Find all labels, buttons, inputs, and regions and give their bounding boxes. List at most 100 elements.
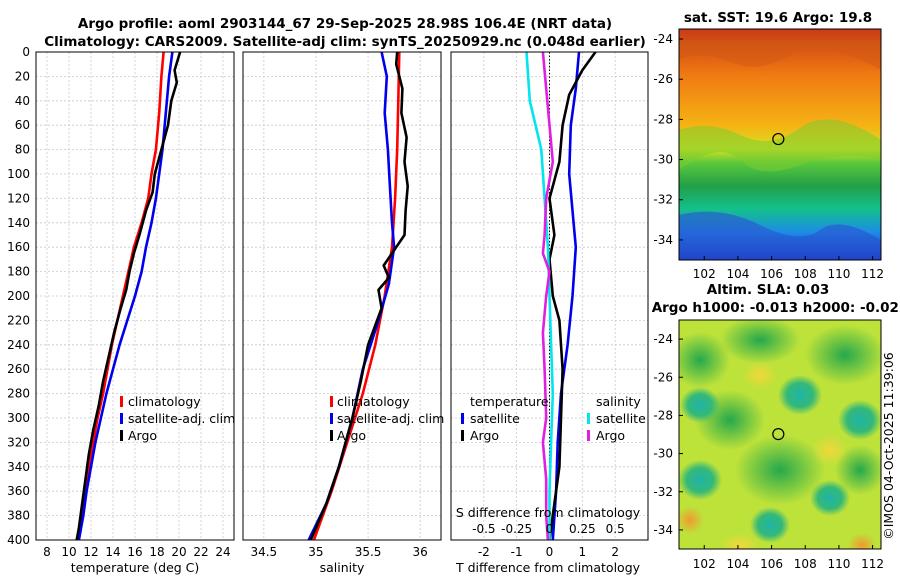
y-tick-label: 60 bbox=[15, 118, 30, 132]
salinity-panel: 34.5 35 35.5 36 salinity climatology satell… bbox=[242, 51, 444, 575]
y-tick-label: 120 bbox=[7, 191, 30, 205]
map-y-tick-label: -24 bbox=[653, 332, 673, 346]
sst-map: sat. SST: 19.6 Argo: 19.8 102 104 106 108 11… bbox=[653, 10, 884, 281]
sla-map-subtitle: Argo h1000: -0.013 h2000: -0.021 bbox=[652, 300, 900, 316]
x-tick-label: 8 bbox=[43, 545, 51, 559]
y-tick-label: 280 bbox=[7, 387, 30, 401]
legend-swatch-temp-satellite bbox=[461, 413, 464, 424]
x-tick-label: 16 bbox=[127, 545, 142, 559]
x-tick-label: 24 bbox=[215, 545, 230, 559]
legend-swatch-argo bbox=[120, 430, 123, 441]
legend-title-salinity: salinity bbox=[596, 394, 641, 409]
x-tick-label: 20 bbox=[171, 545, 186, 559]
map-x-tick-label: 108 bbox=[794, 557, 817, 571]
y-tick-label: 0 bbox=[22, 45, 30, 59]
difference-legend: temperature satellite Argo salinity sate… bbox=[461, 394, 646, 443]
legend-swatch-climatology bbox=[120, 396, 123, 407]
x-tick-label: 34.5 bbox=[250, 545, 277, 559]
y-tick-label: 240 bbox=[7, 338, 30, 352]
y-tick-label: 20 bbox=[15, 69, 30, 83]
map-x-tick-label: 104 bbox=[726, 557, 749, 571]
map-y-tick-label: -34 bbox=[653, 523, 673, 537]
legend-swatch-climatology bbox=[330, 396, 333, 407]
y-tick-label: 360 bbox=[7, 484, 30, 498]
sla-map: Altim. SLA: 0.03 Argo h1000: -0.013 h200… bbox=[652, 282, 900, 571]
s-tick-label: 0.5 bbox=[606, 522, 625, 536]
legend-swatch-satellite bbox=[120, 413, 123, 424]
y-tick-label: 160 bbox=[7, 240, 30, 254]
temperature-xlabel: temperature (deg C) bbox=[71, 560, 200, 575]
map-x-tick-label: 102 bbox=[693, 557, 716, 571]
x-tick-label: 14 bbox=[105, 545, 120, 559]
map-y-tick-label: -30 bbox=[653, 153, 673, 167]
sst-front bbox=[679, 119, 881, 172]
legend-title-temperature: temperature bbox=[470, 394, 549, 409]
y-tick-label: 320 bbox=[7, 435, 30, 449]
y-tick-label: 40 bbox=[15, 94, 30, 108]
temperature-axes-frame bbox=[35, 51, 235, 541]
map-x-tick-label: 108 bbox=[794, 267, 817, 281]
x-tick-label: -2 bbox=[478, 545, 490, 559]
legend-label-sal-satellite: satellite bbox=[596, 411, 646, 426]
y-tick-label: 260 bbox=[7, 362, 30, 376]
map-x-tick-label: 104 bbox=[726, 267, 749, 281]
sla-map-frame bbox=[678, 319, 882, 550]
map-y-tick-label: -32 bbox=[653, 193, 673, 207]
map-y-tick-label: -32 bbox=[653, 485, 673, 499]
x-tick-label: 35 bbox=[308, 545, 323, 559]
map-x-tick-label: 112 bbox=[861, 557, 884, 571]
y-tick-label: 180 bbox=[7, 265, 30, 279]
x-tick-label: 0 bbox=[546, 545, 554, 559]
sst-warm-patch bbox=[679, 40, 881, 70]
x-tick-label: 10 bbox=[61, 545, 76, 559]
x-tick-label: 35.5 bbox=[355, 545, 382, 559]
difference-panel: -2 -1 0 1 2 -0.5 -0.25 0 0.25 0.5 S difference f… bbox=[450, 51, 649, 575]
map-y-tick-label: -26 bbox=[653, 72, 673, 86]
map-y-tick-label: -28 bbox=[653, 112, 673, 126]
map-x-tick-label: 112 bbox=[861, 267, 884, 281]
t-difference-xlabel: T difference from climatology bbox=[455, 560, 641, 575]
legend-swatch-sal-satellite bbox=[587, 413, 590, 424]
legend-swatch-argo bbox=[330, 430, 333, 441]
series-line-salinity-argo bbox=[541, 52, 555, 540]
salinity-legend: climatology satellite-adj. clim Argo bbox=[330, 394, 444, 443]
legend-label-climatology: climatology bbox=[337, 394, 410, 409]
argo-position-marker bbox=[772, 132, 785, 146]
y-tick-label: 340 bbox=[7, 460, 30, 474]
map-x-tick-label: 106 bbox=[760, 267, 783, 281]
map-y-tick-label: -30 bbox=[653, 447, 673, 461]
y-tick-label: 80 bbox=[15, 143, 30, 157]
s-tick-label: 0.25 bbox=[569, 522, 596, 536]
series-line-salinity-satellite bbox=[525, 52, 555, 540]
legend-label-temp-satellite: satellite bbox=[470, 411, 520, 426]
legend-label-sal-argo: Argo bbox=[596, 428, 625, 443]
y-tick-label: 380 bbox=[7, 509, 30, 523]
legend-label-argo: Argo bbox=[128, 428, 157, 443]
figure-title-line1: Argo profile: aoml 2903144_67 29-Sep-202… bbox=[78, 16, 612, 32]
x-tick-label: 12 bbox=[83, 545, 98, 559]
salinity-axes-frame bbox=[242, 51, 442, 541]
s-tick-label: -0.25 bbox=[501, 522, 532, 536]
legend-label-climatology: climatology bbox=[128, 394, 201, 409]
map-x-tick-label: 110 bbox=[827, 267, 850, 281]
temperature-legend: climatology satellite-adj. clim Argo bbox=[120, 394, 235, 443]
x-tick-label: -1 bbox=[511, 545, 523, 559]
sst-map-frame bbox=[678, 28, 882, 261]
legend-swatch-sal-argo bbox=[587, 430, 590, 441]
map-x-tick-label: 102 bbox=[693, 267, 716, 281]
map-y-tick-label: -28 bbox=[653, 408, 673, 422]
series-line-temperature-satellite bbox=[551, 52, 581, 540]
x-tick-label: 18 bbox=[149, 545, 164, 559]
temperature-panel: 0 20 40 60 80 100 120 140 160 180 200 220 240 260 280 3… bbox=[7, 45, 235, 575]
x-tick-label: 22 bbox=[193, 545, 208, 559]
legend-label-satellite: satellite-adj. clim bbox=[128, 411, 235, 426]
sst-map-title: sat. SST: 19.6 Argo: 19.8 bbox=[684, 10, 872, 26]
legend-label-argo: Argo bbox=[337, 428, 366, 443]
legend-swatch-satellite bbox=[330, 413, 333, 424]
series-line-argo bbox=[309, 52, 410, 540]
y-tick-label: 100 bbox=[7, 167, 30, 181]
s-difference-label: S difference from climatology bbox=[456, 505, 641, 520]
x-tick-label: 36 bbox=[413, 545, 428, 559]
x-tick-label: 1 bbox=[579, 545, 587, 559]
